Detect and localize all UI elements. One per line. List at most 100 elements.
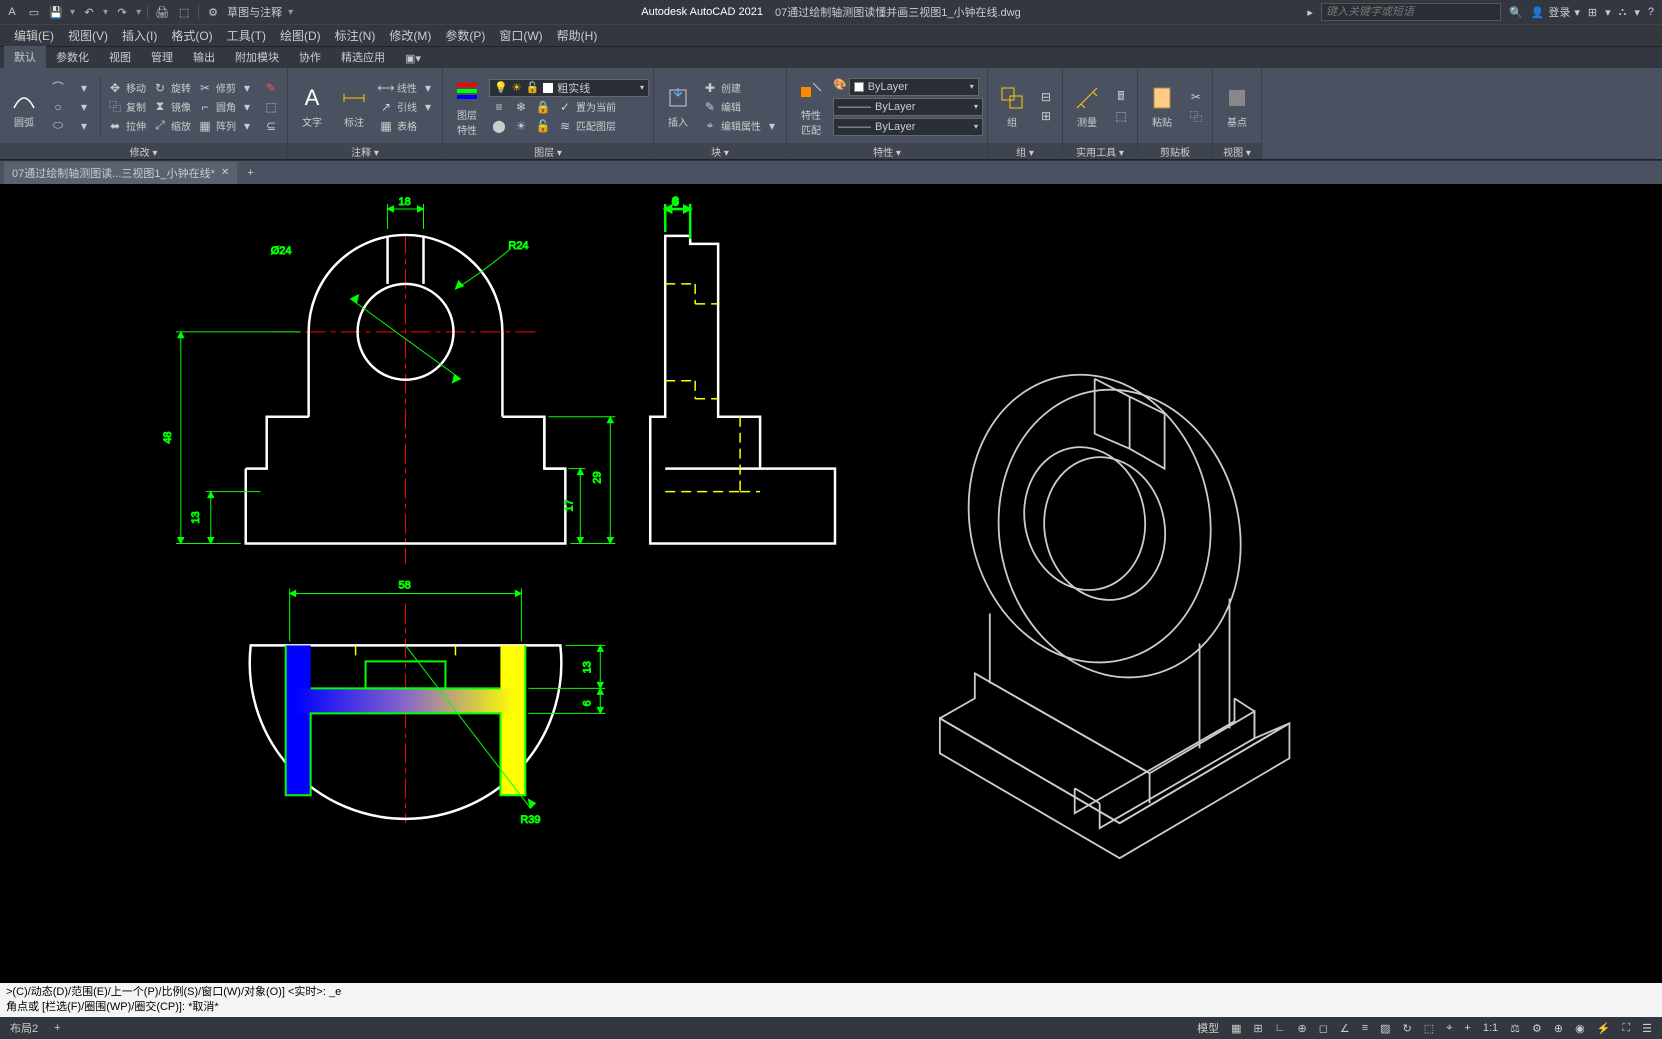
layer-lock-button[interactable]: 🔒 (533, 98, 553, 116)
measure-button[interactable]: 测量 (1067, 82, 1107, 131)
tab-param[interactable]: 参数化 (46, 46, 99, 68)
tab-default[interactable]: 默认 (4, 46, 46, 68)
layer-thaw-button[interactable]: ☀ (511, 117, 531, 135)
grid-icon[interactable]: ▦ (1227, 1020, 1245, 1037)
document-tab[interactable]: 07通过绘制轴测图读...三视图1_小钟在线* ✕ (4, 162, 237, 184)
workspace-label[interactable]: 草图与注释 (227, 4, 282, 20)
array-button[interactable]: ▦阵列▾ (195, 117, 257, 135)
linear-button[interactable]: ⟷线性▾ (376, 79, 438, 97)
tab-expand[interactable]: ▣▾ (395, 49, 431, 68)
annoscale-icon[interactable]: ⚖ (1506, 1020, 1524, 1037)
move-button[interactable]: ✥移动 (105, 79, 148, 97)
dim-button[interactable]: 标注 (334, 82, 374, 131)
color-combo[interactable]: ByLayer▾ (849, 78, 979, 96)
share-icon[interactable]: ⬚ (176, 4, 192, 20)
insert-button[interactable]: 插入 (658, 82, 698, 131)
layer-unlock-button[interactable]: 🔓 (533, 117, 553, 135)
select-button[interactable]: ⬚ (1111, 107, 1131, 125)
command-line[interactable]: >(C)/动态(D)/范围(E)/上一个(P)/比例(S)/窗口(W)/对象(O… (0, 983, 1662, 1017)
layer-current-button[interactable]: ✓置为当前 (555, 98, 618, 116)
scale-button[interactable]: 1:1 (1479, 1020, 1502, 1036)
menu-view[interactable]: 视图(V) (62, 25, 114, 46)
polar-icon[interactable]: ⊕ (1294, 1020, 1311, 1037)
panel-layer-title[interactable]: 图层 ▾ (443, 143, 653, 159)
layer-freeze-button[interactable]: ❄ (511, 98, 531, 116)
base-button[interactable]: 基点 (1217, 82, 1257, 131)
text-button[interactable]: A 文字 (292, 82, 332, 131)
panel-block-title[interactable]: 块 ▾ (654, 143, 786, 159)
tab-featured[interactable]: 精选应用 (331, 46, 395, 68)
rotate-button[interactable]: ↻旋转 (150, 79, 193, 97)
linetype-combo[interactable]: ———ByLayer▾ (833, 118, 983, 136)
trim-button[interactable]: ✂修剪▾ (195, 79, 257, 97)
dyn-icon[interactable]: + (1460, 1020, 1474, 1036)
table-button[interactable]: ▦表格 (376, 117, 438, 135)
dynucs-icon[interactable]: ⌖ (1442, 1020, 1456, 1037)
layer-match-button[interactable]: ≋匹配图层 (555, 117, 618, 135)
layer-combo[interactable]: 💡 ☀ 🔓 粗实线 ▾ (489, 79, 649, 97)
panel-view-title[interactable]: 视图 ▾ (1213, 143, 1261, 159)
cycling-icon[interactable]: ↻ (1399, 1020, 1416, 1037)
osnap-icon[interactable]: ◻ (1315, 1020, 1332, 1037)
print-icon[interactable]: 🖨 (154, 4, 170, 20)
hwaccel-icon[interactable]: ⚡ (1593, 1020, 1615, 1037)
help-icon[interactable]: ? (1648, 6, 1654, 18)
mirror-button[interactable]: ⧗镜像 (150, 98, 193, 116)
explode-button[interactable]: ⬚ (261, 98, 281, 116)
new-icon[interactable]: ▭ (26, 4, 42, 20)
block-attr-button[interactable]: ⌖编辑属性▾ (700, 117, 782, 135)
fillet-button[interactable]: ⌐圆角▾ (195, 98, 257, 116)
menu-insert[interactable]: 插入(I) (116, 25, 163, 46)
cut-button[interactable]: ✂ (1186, 88, 1206, 106)
group-edit-button[interactable]: ⊞ (1036, 107, 1056, 125)
search-input[interactable] (1321, 3, 1501, 21)
cleanscreen-icon[interactable]: ⛶ (1618, 1020, 1634, 1037)
add-layout-button[interactable]: + (50, 1018, 64, 1038)
scale-button[interactable]: ⤢缩放 (150, 117, 193, 135)
new-tab-button[interactable]: + (239, 164, 261, 182)
block-create-button[interactable]: ✚创建 (700, 79, 782, 97)
redo-icon[interactable]: ↷ (114, 4, 130, 20)
model-button[interactable]: 模型 (1193, 1018, 1223, 1038)
panel-annotation-title[interactable]: 注释 ▾ (288, 143, 442, 159)
ellipse-button[interactable]: ⬭ (48, 117, 68, 135)
menu-draw[interactable]: 绘图(D) (274, 25, 327, 46)
polyline-button[interactable]: ⌒ (48, 79, 68, 97)
circle-button[interactable]: ○ (48, 98, 68, 116)
calc-button[interactable]: 🖩 (1111, 88, 1131, 106)
block-edit-button[interactable]: ✎编辑 (700, 98, 782, 116)
group-button[interactable]: 组 (992, 82, 1032, 131)
panel-utilities-title[interactable]: 实用工具 ▾ (1063, 143, 1137, 159)
layer-props-button[interactable]: 图层 特性 (447, 75, 487, 139)
layer-iso-button[interactable]: ≡ (489, 98, 509, 116)
undo-icon[interactable]: ↶ (81, 4, 97, 20)
menu-modify[interactable]: 修改(M) (383, 25, 437, 46)
menu-tools[interactable]: 工具(T) (221, 25, 272, 46)
erase-button[interactable]: ✎ (261, 79, 281, 97)
layer-off-button[interactable]: ⬤ (489, 117, 509, 135)
tab-addins[interactable]: 附加模块 (225, 46, 289, 68)
menu-edit[interactable]: 编辑(E) (8, 25, 60, 46)
tab-output[interactable]: 输出 (183, 46, 225, 68)
autodesk-icon[interactable]: ⛬ (1619, 6, 1627, 19)
search-icon[interactable]: 🔍 (1509, 6, 1523, 19)
menu-dim[interactable]: 标注(N) (329, 25, 382, 46)
lweight-icon[interactable]: ≡ (1358, 1020, 1372, 1036)
3dosnap-icon[interactable]: ⬚ (1420, 1020, 1438, 1037)
workspace-icon[interactable]: ⚙ (205, 4, 221, 20)
tab-view[interactable]: 视图 (99, 46, 141, 68)
exchange-icon[interactable]: ⊞ (1588, 6, 1597, 19)
stretch-button[interactable]: ⬌拉伸 (105, 117, 148, 135)
app-menu-icon[interactable]: A (4, 4, 20, 20)
layout-tab[interactable]: 布局2 (6, 1018, 42, 1038)
snap-icon[interactable]: ⊞ (1250, 1020, 1267, 1037)
panel-clipboard-title[interactable]: 剪贴板 (1138, 143, 1212, 159)
drawing-canvas[interactable]: 18 Ø24 R24 48 13 29 17 (0, 184, 1662, 983)
copy-button[interactable]: ⿻复制 (105, 98, 148, 116)
color-wheel-icon[interactable]: 🎨 (833, 78, 847, 96)
qat-dropdown[interactable]: ▾ (70, 7, 75, 18)
login-button[interactable]: 👤 登录 ▾ (1531, 4, 1580, 20)
customize-icon[interactable]: ☰ (1638, 1020, 1656, 1037)
copy-clip-button[interactable]: ⿻ (1186, 107, 1206, 125)
panel-properties-title[interactable]: 特性 ▾ (787, 143, 987, 159)
